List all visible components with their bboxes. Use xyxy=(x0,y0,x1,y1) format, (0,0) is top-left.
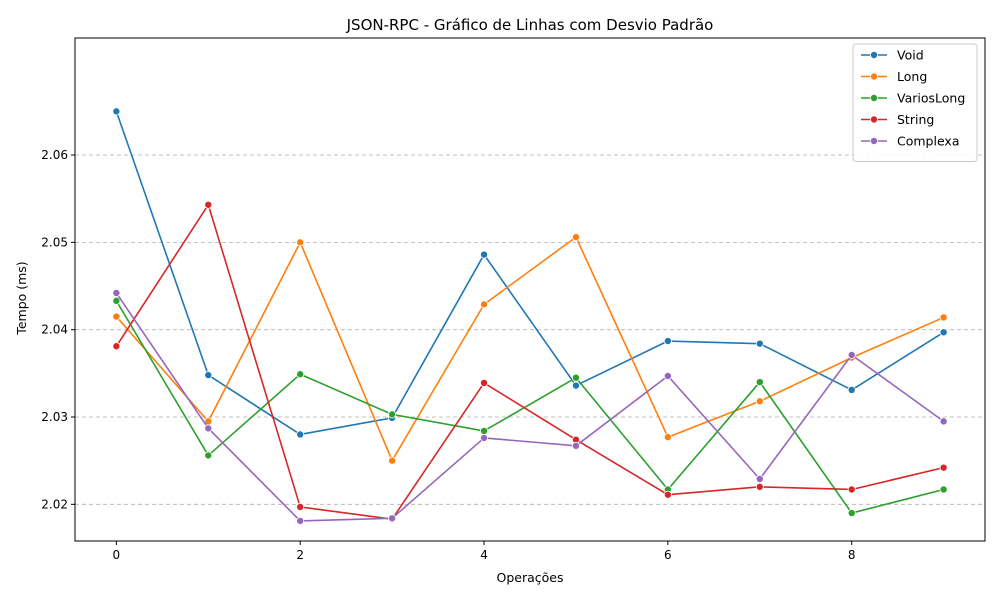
series-layer xyxy=(112,107,948,525)
data-point xyxy=(480,300,489,309)
data-point xyxy=(112,288,121,297)
x-tick-label: 0 xyxy=(113,548,121,562)
data-point xyxy=(571,373,580,382)
plot-frame xyxy=(74,37,986,542)
data-point xyxy=(847,385,856,394)
data-point xyxy=(112,312,121,321)
data-point xyxy=(388,456,397,465)
axes: 2.02 2.03 2.04 2.05 2.06 0 2 4 6 8 xyxy=(41,148,855,562)
data-point xyxy=(388,410,397,419)
data-point xyxy=(755,378,764,387)
series-line xyxy=(115,111,945,436)
data-point xyxy=(112,342,121,351)
y-tick-label: 2.04 xyxy=(41,323,68,337)
data-point xyxy=(296,516,305,525)
data-point xyxy=(939,463,948,472)
data-point xyxy=(755,474,764,483)
data-point xyxy=(296,238,305,247)
data-point xyxy=(939,485,948,494)
data-point xyxy=(204,424,213,433)
legend-marker xyxy=(870,51,879,60)
data-point xyxy=(847,485,856,494)
legend-marker xyxy=(870,94,879,103)
data-point xyxy=(112,107,121,116)
legend: Void Long VariosLong String Complexa xyxy=(852,43,978,162)
y-axis-label: Tempo (ms) xyxy=(14,261,29,335)
data-point xyxy=(480,433,489,442)
legend-item: Void xyxy=(861,48,924,63)
series-line xyxy=(115,300,944,514)
legend-label: String xyxy=(897,112,934,127)
series-line xyxy=(115,236,944,462)
x-tick-label: 2 xyxy=(296,548,304,562)
y-tick-label: 2.03 xyxy=(41,410,68,424)
data-point xyxy=(663,490,672,499)
data-point xyxy=(663,337,672,346)
x-tick-label: 6 xyxy=(664,548,672,562)
data-point xyxy=(571,441,580,450)
legend-marker xyxy=(870,72,879,81)
data-point xyxy=(480,378,489,387)
legend-label: VariosLong xyxy=(897,91,965,106)
y-tick-label: 2.06 xyxy=(41,148,68,162)
data-point xyxy=(480,426,489,435)
legend-marker xyxy=(870,136,879,145)
x-tick-label: 8 xyxy=(848,548,856,562)
series-line xyxy=(115,292,945,522)
legend-box xyxy=(852,43,978,162)
data-point xyxy=(755,397,764,406)
data-point xyxy=(939,417,948,426)
x-tick-label: 4 xyxy=(480,548,488,562)
data-point xyxy=(480,250,489,259)
data-point xyxy=(112,296,121,305)
data-point xyxy=(388,514,397,523)
chart-title: JSON-RPC - Gráfico de Linhas com Desvio … xyxy=(346,16,714,34)
x-axis-label: Operações xyxy=(497,570,564,585)
data-point xyxy=(755,482,764,491)
data-point xyxy=(571,381,580,390)
data-point xyxy=(571,233,580,242)
data-point xyxy=(296,502,305,511)
data-point xyxy=(939,313,948,322)
legend-label: Void xyxy=(897,48,924,63)
legend-label: Complexa xyxy=(897,134,960,149)
series-line xyxy=(115,203,944,520)
data-point xyxy=(296,430,305,439)
series-long xyxy=(112,233,948,465)
series-void xyxy=(112,107,948,439)
legend-item: String xyxy=(861,112,934,127)
y-tick-label: 2.02 xyxy=(41,497,68,511)
data-point xyxy=(847,350,856,359)
y-tick-label: 2.05 xyxy=(41,235,68,249)
series-complexa xyxy=(112,288,948,525)
data-point xyxy=(755,339,764,348)
data-point xyxy=(204,200,213,209)
grid-lines xyxy=(75,154,985,505)
series-varioslong xyxy=(112,296,948,518)
legend-item: Long xyxy=(861,69,927,84)
data-point xyxy=(663,371,672,380)
data-point xyxy=(204,451,213,460)
data-point xyxy=(939,328,948,337)
data-point xyxy=(204,371,213,380)
data-point xyxy=(847,509,856,518)
legend-item: Complexa xyxy=(861,134,960,149)
data-point xyxy=(296,370,305,379)
legend-item: VariosLong xyxy=(861,91,965,106)
legend-marker xyxy=(870,115,879,124)
legend-label: Long xyxy=(897,69,927,84)
data-point xyxy=(663,433,672,442)
